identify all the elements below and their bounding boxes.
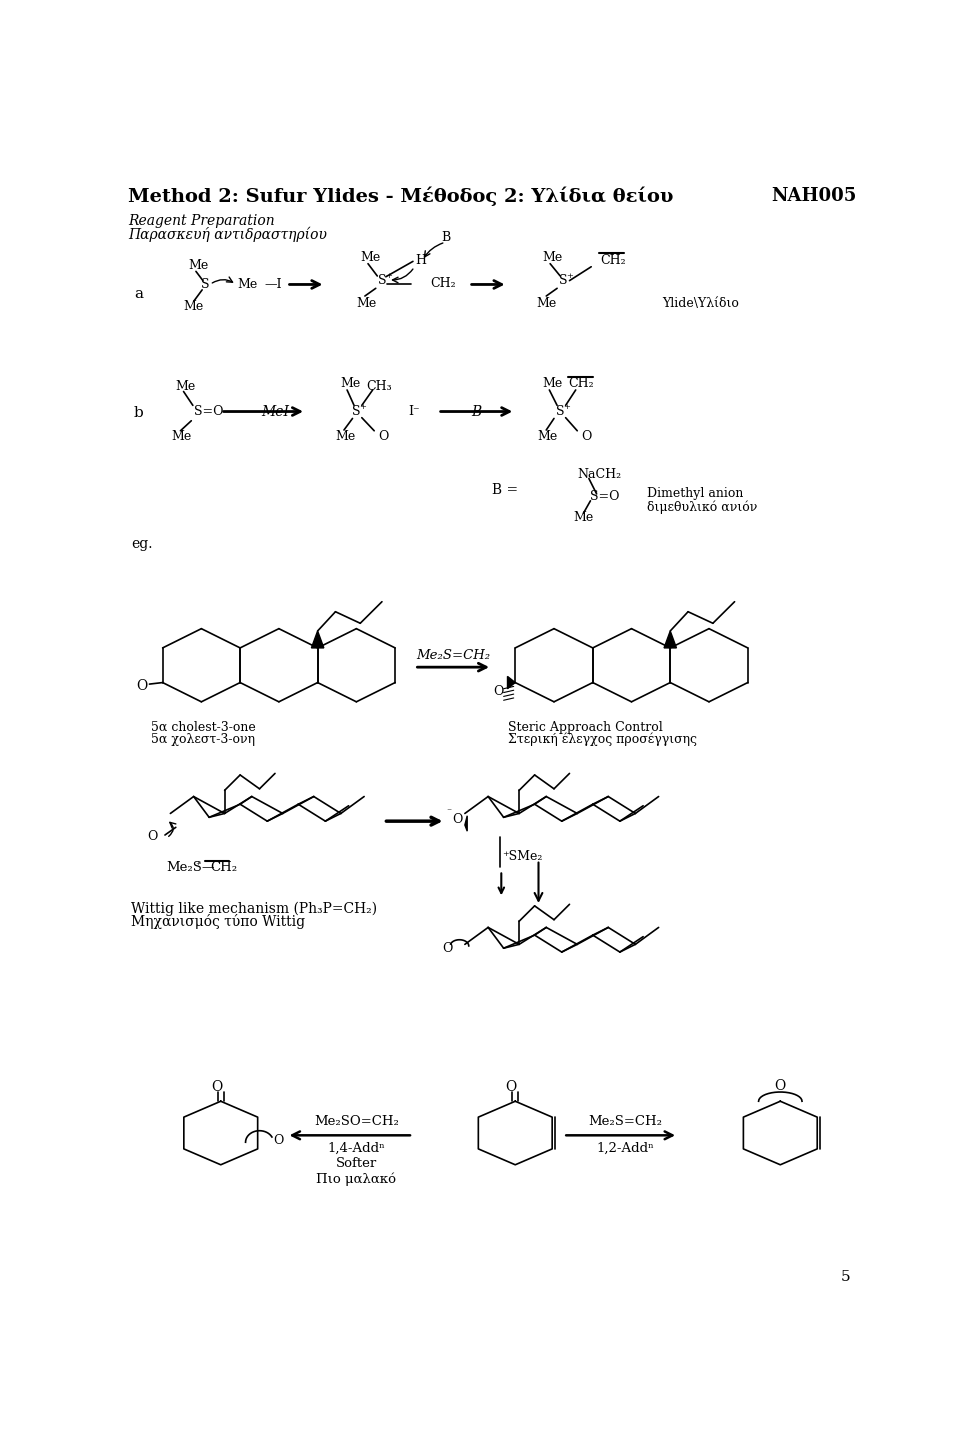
Text: CH₃: CH₃ [367,379,392,392]
Text: S: S [556,405,564,418]
Polygon shape [508,677,516,689]
Text: ⁻: ⁻ [446,808,452,817]
Text: —: — [202,860,214,873]
Text: a: a [134,286,143,301]
Text: b: b [134,405,144,420]
Text: Me₂S=CH₂: Me₂S=CH₂ [417,649,491,663]
Text: διμεθυλικό ανιόν: διμεθυλικό ανιόν [647,500,757,514]
Text: ⁺: ⁺ [195,860,201,869]
Text: 1,4-Addⁿ: 1,4-Addⁿ [327,1142,385,1155]
Text: Στερική έλεγχος προσέγγισης: Στερική έλεγχος προσέγγισης [508,732,697,747]
Text: CH₂: CH₂ [601,254,626,267]
Text: Me: Me [537,430,557,443]
Text: +: + [564,402,570,411]
Polygon shape [465,815,468,831]
Text: B: B [441,231,450,244]
Text: eg.: eg. [131,538,153,551]
Text: S: S [559,275,567,288]
Text: Me: Me [340,378,360,391]
Text: O: O [581,430,591,443]
Text: ⁺SMe₂: ⁺SMe₂ [502,850,542,863]
Text: Me: Me [188,259,208,272]
Text: Steric Approach Control: Steric Approach Control [508,721,662,734]
Text: O: O [378,430,389,443]
Text: 5α cholest-3-one: 5α cholest-3-one [151,721,255,734]
Text: O: O [506,1081,517,1094]
Text: Me₂S=CH₂: Me₂S=CH₂ [588,1114,662,1128]
Text: Me: Me [542,378,563,391]
Text: I⁻: I⁻ [409,405,420,418]
Text: S: S [352,405,361,418]
Text: +: + [385,272,392,280]
Text: O: O [443,942,453,955]
Text: 5: 5 [840,1270,850,1284]
Text: CH₂: CH₂ [568,378,593,391]
Text: O: O [211,1081,223,1094]
Text: Me: Me [573,510,593,523]
Polygon shape [664,631,677,648]
Text: Ylide\Yλίδιο: Ylide\Yλίδιο [662,298,739,311]
Text: NAH005: NAH005 [771,187,856,205]
Text: 1,2-Addⁿ: 1,2-Addⁿ [596,1142,654,1155]
Text: 5α χολεστ-3-ονη: 5α χολεστ-3-ονη [151,734,255,745]
Text: Πιο μαλακό: Πιο μαλακό [317,1173,396,1186]
Text: O: O [148,830,157,843]
Text: O: O [775,1078,786,1093]
Text: Me: Me [238,278,258,291]
Text: Me: Me [537,298,557,311]
Text: MeI: MeI [261,404,289,418]
Text: CH₂: CH₂ [210,860,238,873]
Text: O: O [452,814,463,827]
Text: Me: Me [356,298,376,311]
Text: O: O [136,680,147,693]
Text: O: O [493,686,503,699]
Text: O: O [274,1135,284,1148]
Text: Softer: Softer [336,1157,377,1170]
Text: S=O: S=O [194,405,223,418]
Text: B =: B = [492,482,518,497]
Text: Method 2: Sufur Ylides - Μέθοδος 2: Υλίδια θείου: Method 2: Sufur Ylides - Μέθοδος 2: Υλίδ… [128,186,673,206]
Text: +: + [566,272,573,280]
Text: Me₂S: Me₂S [166,860,203,873]
Text: H: H [415,254,426,267]
Text: CH₂: CH₂ [430,278,456,291]
Text: Me: Me [171,430,191,443]
Text: S: S [377,275,386,288]
Text: Mηχανισμός τύπο Wittig: Mηχανισμός τύπο Wittig [131,914,305,928]
Text: Dimethyl anion: Dimethyl anion [647,487,743,500]
Text: B: B [471,404,482,418]
Text: Reagent Preparation: Reagent Preparation [128,214,275,228]
Text: +: + [359,402,366,411]
Text: NaCH₂: NaCH₂ [577,468,621,481]
Text: Me: Me [360,251,380,264]
Text: Me: Me [176,379,196,392]
Text: Me₂SO=CH₂: Me₂SO=CH₂ [314,1114,398,1128]
Text: Παρασκευή αντιδραστηρίου: Παρασκευή αντιδραστηρίου [128,227,326,243]
Text: Me: Me [183,301,204,314]
Text: Me: Me [335,430,356,443]
Text: S: S [201,278,209,291]
Text: Me: Me [542,251,563,264]
Text: S=O: S=O [590,490,620,503]
Text: Wittig like mechanism (Ph₃P=CH₂): Wittig like mechanism (Ph₃P=CH₂) [131,902,377,917]
Text: —I: —I [264,278,281,291]
Polygon shape [311,631,324,648]
